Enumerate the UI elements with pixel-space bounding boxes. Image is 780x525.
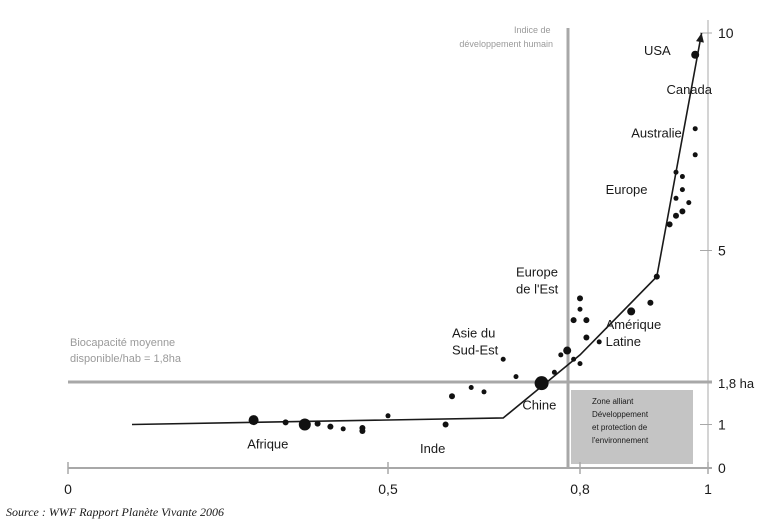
data-point bbox=[340, 426, 346, 432]
data-point bbox=[673, 169, 679, 175]
x-tick-label: 0,8 bbox=[570, 481, 590, 497]
y-ticks: 0 1 5 10 bbox=[700, 25, 734, 476]
trend-line bbox=[131, 32, 704, 426]
data-point bbox=[534, 376, 549, 391]
data-points bbox=[248, 50, 700, 435]
region-label: Australie bbox=[631, 125, 682, 140]
data-point bbox=[679, 187, 685, 193]
sustainable-zone bbox=[571, 390, 693, 464]
data-point bbox=[359, 428, 366, 435]
x-tick-label: 0,5 bbox=[378, 481, 398, 497]
region-label: Amérique Latine bbox=[606, 317, 662, 349]
region-label: Chine bbox=[522, 397, 556, 412]
trend-arrow bbox=[696, 33, 704, 43]
data-point bbox=[449, 393, 455, 400]
data-point bbox=[481, 389, 487, 395]
data-point bbox=[442, 421, 449, 428]
data-point bbox=[679, 208, 686, 215]
data-point bbox=[673, 195, 679, 201]
region-label: Inde bbox=[420, 441, 445, 456]
x-ticks: 0 0,5 0,8 1 bbox=[64, 462, 712, 497]
data-point bbox=[248, 415, 259, 426]
x-tick-label: 1 bbox=[704, 481, 712, 497]
region-label: Europe de l'Est bbox=[516, 265, 559, 297]
data-point bbox=[385, 413, 391, 419]
data-point bbox=[577, 295, 583, 302]
trend-polyline bbox=[131, 32, 703, 426]
data-point bbox=[627, 307, 636, 316]
data-point bbox=[327, 423, 334, 430]
y-tick-label: 10 bbox=[718, 25, 734, 41]
data-point bbox=[679, 174, 685, 180]
data-point bbox=[691, 50, 700, 59]
region-label: Canada bbox=[666, 82, 712, 97]
data-point bbox=[686, 200, 692, 206]
biocapacity-label: Biocapacité moyenne disponible/hab = 1,8… bbox=[70, 337, 182, 365]
data-point bbox=[282, 419, 289, 426]
data-point bbox=[468, 385, 474, 391]
region-label: Europe bbox=[606, 182, 648, 197]
data-point bbox=[583, 334, 590, 341]
data-point bbox=[577, 361, 583, 367]
data-point bbox=[563, 346, 572, 355]
source-note: Source : WWF Rapport Planète Vivante 200… bbox=[6, 505, 224, 519]
data-point bbox=[298, 418, 311, 431]
data-point bbox=[673, 212, 679, 219]
data-point bbox=[577, 306, 583, 312]
x-axis-title: Indice de développement humain bbox=[459, 25, 553, 49]
data-point bbox=[314, 420, 321, 427]
x-tick-label: 0 bbox=[64, 481, 72, 497]
region-label: Asie du Sud-Est bbox=[452, 326, 499, 358]
data-point bbox=[692, 126, 698, 132]
data-point bbox=[596, 339, 602, 345]
data-point bbox=[653, 273, 660, 280]
annotations: USA Canada Australie Europe Europe de l'Est As… bbox=[247, 43, 713, 456]
region-label: USA bbox=[644, 43, 671, 58]
data-point bbox=[583, 317, 590, 324]
data-point bbox=[558, 352, 564, 358]
y-tick-label: 5 bbox=[718, 243, 726, 259]
biocapacity-tick-label: 1,8 ha bbox=[718, 376, 755, 391]
data-point bbox=[666, 221, 673, 228]
region-label: Afrique bbox=[247, 436, 288, 451]
y-tick-label: 1 bbox=[718, 417, 726, 433]
data-point bbox=[692, 152, 698, 158]
zone-label: Zone alliant Développement et protection d… bbox=[592, 397, 649, 445]
data-point bbox=[500, 356, 506, 362]
data-point bbox=[513, 374, 519, 380]
y-tick-label: 0 bbox=[718, 460, 726, 476]
data-point bbox=[551, 369, 557, 375]
data-point bbox=[647, 299, 654, 306]
data-point bbox=[570, 317, 577, 324]
data-point bbox=[571, 356, 577, 362]
